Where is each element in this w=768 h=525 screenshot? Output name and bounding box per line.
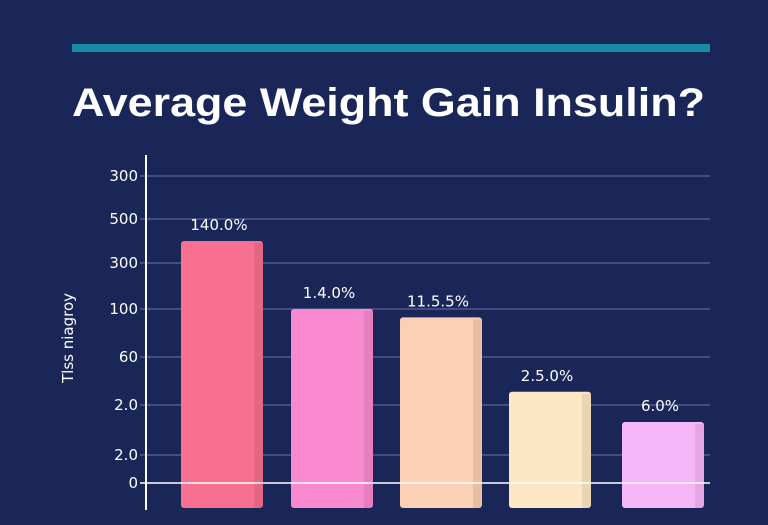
bar-side	[582, 393, 591, 508]
bar-side	[473, 319, 482, 508]
bar-5	[622, 422, 704, 508]
y-tick-label: 2.0	[114, 396, 138, 414]
y-tick-label: 300	[109, 254, 138, 272]
data-label: 6.0%	[641, 397, 679, 415]
y-tick-label: 2.0	[114, 446, 138, 464]
y-tick-label: 60	[119, 348, 138, 366]
bar-side	[695, 424, 704, 508]
bar-2	[291, 309, 373, 508]
bar-front	[509, 391, 591, 508]
data-label: 1.4.0%	[303, 284, 355, 302]
y-tick-label: 100	[109, 300, 138, 318]
y-tick-label: 500	[109, 210, 138, 228]
chart-title: Average Weight Gain Insulin?	[72, 81, 705, 125]
bar-1	[181, 241, 263, 508]
bar-front	[622, 422, 704, 508]
bar-3	[400, 317, 482, 508]
y-axis-label: Tlss niagroy	[59, 293, 77, 384]
bar-front	[181, 241, 263, 508]
bar-side	[254, 243, 263, 508]
bar-4	[509, 391, 591, 508]
title-accent-bar	[72, 44, 710, 52]
bar-side	[364, 311, 373, 508]
y-tick-label: 0	[128, 474, 138, 492]
data-label: 11.5.5%	[407, 292, 469, 310]
bar-front	[400, 317, 482, 508]
bar-front	[291, 309, 373, 508]
data-label: 2.5.0%	[521, 367, 573, 385]
data-label: 140.0%	[190, 216, 247, 234]
y-tick-label: 300	[109, 167, 138, 185]
